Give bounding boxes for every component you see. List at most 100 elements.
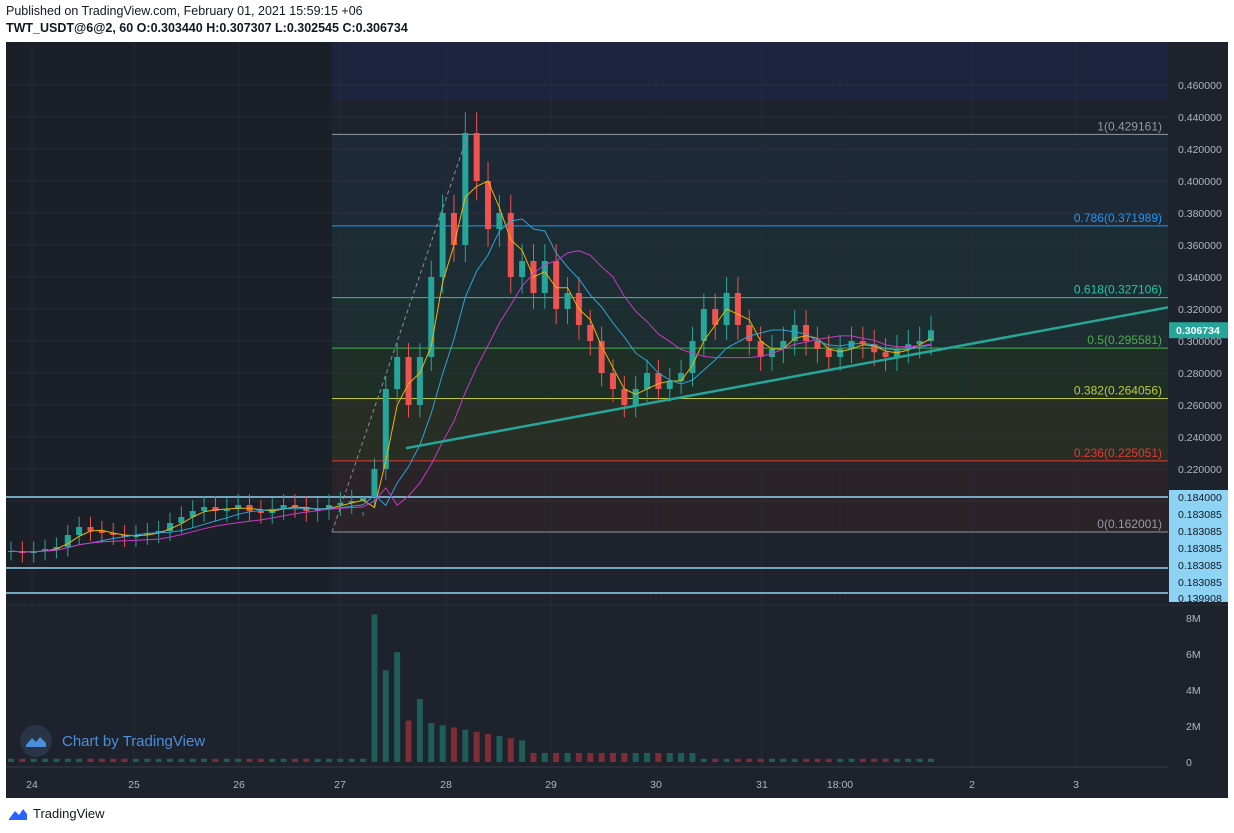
published-line: Published on TradingView.com, February 0…: [6, 4, 363, 18]
fib-label: 0(0.162001): [1097, 517, 1162, 531]
fib-label: 0.5(0.295581): [1087, 333, 1162, 347]
volume-bar: [564, 753, 571, 762]
volume-bar: [678, 753, 685, 762]
volume-bar: [382, 670, 389, 762]
candle-body: [450, 213, 457, 245]
candle-body: [98, 531, 105, 533]
ma-fast-line: [10, 180, 932, 553]
candle-body: [439, 213, 446, 277]
volume-bar: [882, 758, 889, 762]
price-axis-label: 0.184000: [1178, 492, 1222, 504]
volume-bar: [473, 731, 480, 762]
trendline[interactable]: [405, 306, 1169, 450]
volume-bar: [64, 758, 71, 762]
fib-top-zone: [332, 42, 1168, 100]
candle-body: [394, 357, 401, 389]
volume-bar: [916, 758, 923, 762]
volume-bar: [632, 753, 639, 762]
candle-body: [837, 349, 844, 357]
ma-slow-line: [10, 250, 932, 553]
fib-label: 0.618(0.327106): [1074, 283, 1162, 297]
volume-bar: [541, 753, 548, 762]
volume-bar: [893, 758, 900, 762]
fib-zone: [332, 225, 1168, 298]
volume-bar: [87, 758, 94, 762]
footer[interactable]: TradingView: [8, 806, 105, 821]
candle-body: [746, 325, 753, 341]
volume-bar: [314, 758, 321, 762]
volume-bar: [269, 758, 276, 762]
volume-bar: [416, 699, 423, 762]
volume-bar: [303, 758, 310, 762]
candle-body: [541, 261, 548, 293]
candle-body: [485, 181, 492, 229]
symbol-ohlc-line: TWT_USDT@6@2, 60 O:0.303440 H:0.307307 L…: [6, 21, 408, 35]
candle-body: [859, 341, 866, 345]
volume-bar: [644, 753, 651, 762]
time-axis-label: 31: [756, 779, 768, 791]
volume-axis-label: 6M: [1186, 649, 1201, 661]
volume-axis-label: 0: [1186, 757, 1192, 769]
candle-body: [144, 533, 151, 535]
candle-body: [405, 357, 412, 405]
volume-axis-label: 2M: [1186, 721, 1201, 733]
volume-bar: [689, 753, 696, 762]
candle-body: [42, 549, 49, 551]
volume-bar: [280, 758, 287, 762]
price-axis-label: 0.183085: [1178, 509, 1222, 521]
candle-body: [212, 507, 219, 511]
time-axis-label: 25: [128, 779, 140, 791]
time-axis-label: 30: [650, 779, 662, 791]
price-chart[interactable]: 1(0.429161) 0.786(0.371989) 0.618(0.327106…: [6, 42, 1228, 798]
price-axis-label: 0.320000: [1178, 304, 1222, 316]
volume-bar: [360, 758, 367, 762]
candle-body: [64, 535, 71, 547]
volume-bar: [791, 758, 798, 762]
candle-body: [553, 261, 560, 309]
volume-bar: [814, 758, 821, 762]
open-value: 0.303440: [150, 21, 203, 35]
volume-bar: [598, 753, 605, 762]
volume-bar: [723, 758, 730, 762]
fib-label: 0.236(0.225051): [1074, 446, 1162, 460]
volume-bar: [825, 758, 832, 762]
candle-body: [110, 533, 117, 535]
volume-bar: [337, 758, 344, 762]
volume-bar: [553, 753, 560, 762]
volume-bar: [326, 758, 333, 762]
last-price-tag: [1169, 322, 1228, 339]
candle-body: [337, 503, 344, 505]
volume-bar: [405, 720, 412, 762]
price-axis-label: 0.360000: [1178, 240, 1222, 252]
volume-bar: [712, 758, 719, 762]
price-axis-label: 0.183085: [1178, 577, 1222, 589]
volume-bar: [734, 758, 741, 762]
candle-body: [916, 341, 923, 345]
price-axis-label: 0.183085: [1178, 560, 1222, 572]
volume-bar: [132, 758, 139, 762]
volume-bar: [8, 758, 14, 762]
volume-bar: [212, 758, 219, 762]
volume-bar: [496, 736, 503, 762]
volume-bar: [803, 758, 810, 762]
candle-body: [791, 325, 798, 341]
volume-bar: [700, 758, 707, 762]
candle-body: [314, 509, 321, 511]
candle-body: [666, 381, 673, 389]
volume-bar: [257, 758, 264, 762]
close-value: 0.306734: [355, 21, 408, 35]
time-axis-label: 27: [334, 779, 346, 791]
volume-bar: [394, 652, 401, 762]
symbol: TWT_USDT@6@2, 60: [6, 21, 134, 35]
volume-bar: [666, 753, 673, 762]
time-axis-label: 24: [26, 779, 38, 791]
price-axis-label: 0.420000: [1178, 144, 1222, 156]
volume-bar: [655, 753, 662, 762]
volume-bar: [507, 738, 514, 762]
close-label: C:: [342, 21, 356, 35]
price-axis-label: 0.280000: [1178, 368, 1222, 380]
candle-body: [621, 389, 628, 405]
candle-body: [326, 505, 333, 509]
candle-body: [700, 309, 707, 341]
price-axis-label: 0.300000: [1178, 336, 1222, 348]
